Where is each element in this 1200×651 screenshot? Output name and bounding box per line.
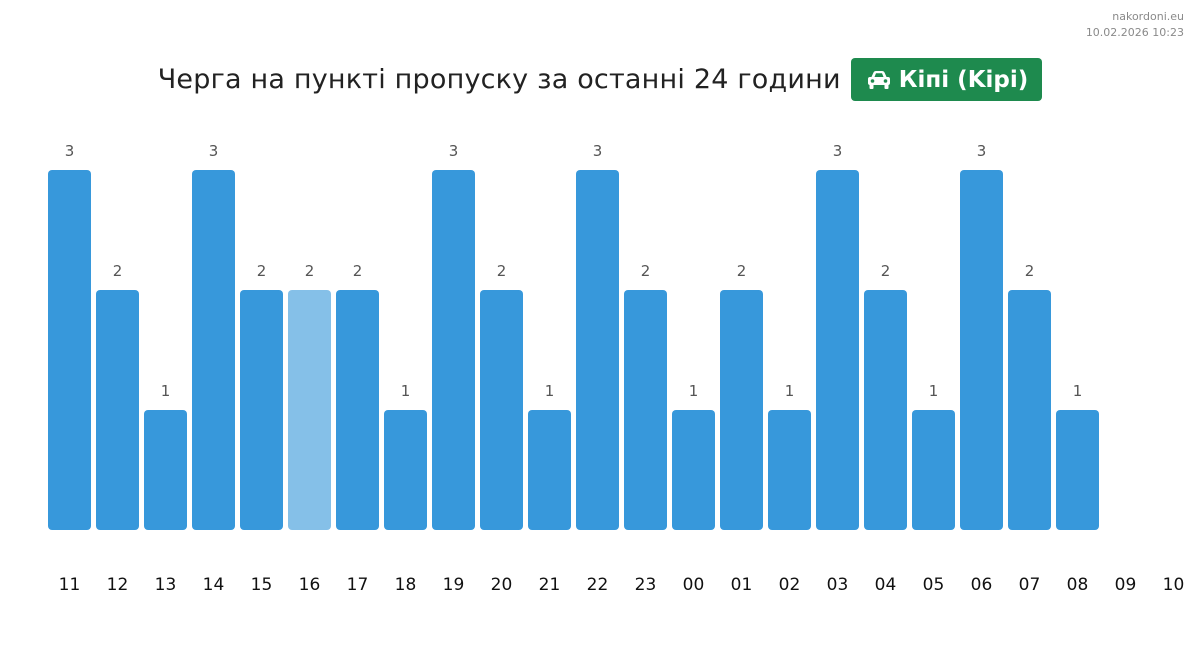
value-label-03: 3: [833, 142, 843, 160]
x-tick-label-08: 08: [1067, 575, 1089, 595]
value-label-07: 2: [1025, 262, 1035, 280]
checkpoint-name: Кіпі (Kipi): [898, 66, 1029, 93]
bar-17[interactable]: [336, 290, 379, 530]
bar-00[interactable]: [672, 410, 715, 530]
page-meta: nakordoni.eu 10.02.2026 10:23: [1086, 9, 1184, 41]
value-label-17: 2: [353, 262, 363, 280]
value-label-14: 3: [209, 142, 219, 160]
bar-16[interactable]: [288, 290, 331, 530]
bar-04[interactable]: [864, 290, 907, 530]
x-tick-label-22: 22: [587, 575, 609, 595]
x-tick-label-15: 15: [251, 575, 273, 595]
value-label-06: 3: [977, 142, 987, 160]
value-label-23: 2: [641, 262, 651, 280]
value-label-04: 2: [881, 262, 891, 280]
x-tick-label-12: 12: [107, 575, 129, 595]
bar-22[interactable]: [576, 170, 619, 530]
bar-18[interactable]: [384, 410, 427, 530]
x-tick-label-11: 11: [59, 575, 81, 595]
value-label-05: 1: [929, 382, 939, 400]
x-tick-label-20: 20: [491, 575, 513, 595]
x-tick-label-05: 05: [923, 575, 945, 595]
x-tick-label-09: 09: [1115, 575, 1137, 595]
bar-15[interactable]: [240, 290, 283, 530]
x-tick-label-06: 06: [971, 575, 993, 595]
bar-13[interactable]: [144, 410, 187, 530]
bar-21[interactable]: [528, 410, 571, 530]
chart-title: Черга на пункті пропуску за останні 24 г…: [157, 64, 841, 95]
x-tick-label-21: 21: [539, 575, 561, 595]
site-name: nakordoni.eu: [1112, 10, 1184, 23]
bar-12[interactable]: [96, 290, 139, 530]
value-label-01: 2: [737, 262, 747, 280]
bar-05[interactable]: [912, 410, 955, 530]
value-label-12: 2: [113, 262, 123, 280]
x-tick-label-03: 03: [827, 575, 849, 595]
car-icon: [867, 70, 890, 89]
bar-20[interactable]: [480, 290, 523, 530]
value-label-18: 1: [401, 382, 411, 400]
value-label-00: 1: [689, 382, 699, 400]
bar-03[interactable]: [816, 170, 859, 530]
x-tick-label-04: 04: [875, 575, 897, 595]
bar-14[interactable]: [192, 170, 235, 530]
x-tick-label-16: 16: [299, 575, 321, 595]
x-tick-label-13: 13: [155, 575, 177, 595]
x-tick-label-01: 01: [731, 575, 753, 595]
bar-08[interactable]: [1056, 410, 1099, 530]
value-label-11: 3: [65, 142, 75, 160]
bar-19[interactable]: [432, 170, 475, 530]
timestamp: 10.02.2026 10:23: [1085, 26, 1184, 39]
bar-02[interactable]: [768, 410, 811, 530]
x-tick-label-07: 07: [1019, 575, 1041, 595]
x-tick-label-23: 23: [635, 575, 657, 595]
x-tick-label-19: 19: [443, 575, 465, 595]
value-label-15: 2: [257, 262, 267, 280]
value-label-22: 3: [593, 142, 603, 160]
header: Черга на пункті пропуску за останні 24 г…: [0, 58, 1200, 101]
bar-11[interactable]: [48, 170, 91, 530]
value-label-20: 2: [497, 262, 507, 280]
x-tick-label-10: 10: [1163, 575, 1185, 595]
x-tick-label-00: 00: [683, 575, 705, 595]
bar-06[interactable]: [960, 170, 1003, 530]
value-label-08: 1: [1073, 382, 1083, 400]
value-label-16: 2: [305, 262, 315, 280]
value-label-21: 1: [545, 382, 555, 400]
x-tick-label-17: 17: [347, 575, 369, 595]
x-tick-label-02: 02: [779, 575, 801, 595]
bar-07[interactable]: [1008, 290, 1051, 530]
value-label-13: 1: [161, 382, 171, 400]
x-tick-label-18: 18: [395, 575, 417, 595]
value-label-19: 3: [449, 142, 459, 160]
x-tick-label-14: 14: [203, 575, 225, 595]
bar-01[interactable]: [720, 290, 763, 530]
checkpoint-badge[interactable]: Кіпі (Kipi): [850, 58, 1043, 101]
bar-23[interactable]: [624, 290, 667, 530]
value-label-02: 1: [785, 382, 795, 400]
